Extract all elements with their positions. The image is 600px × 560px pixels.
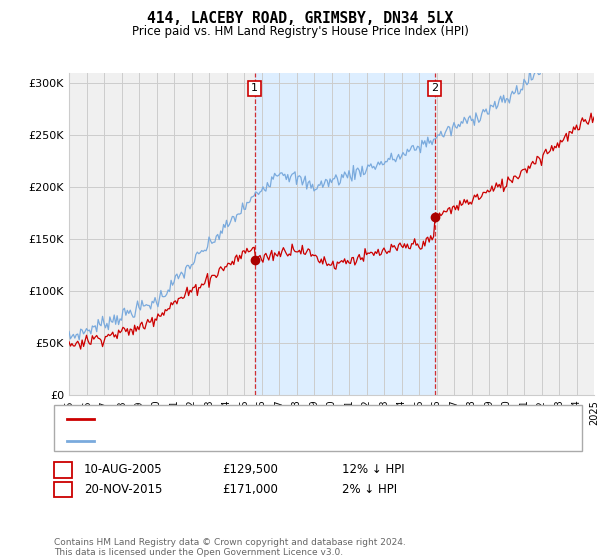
Text: 1: 1 (251, 83, 258, 94)
Text: HPI: Average price, detached house, North East Lincolnshire: HPI: Average price, detached house, Nort… (100, 436, 436, 446)
Text: Contains HM Land Registry data © Crown copyright and database right 2024.
This d: Contains HM Land Registry data © Crown c… (54, 538, 406, 557)
Text: 2% ↓ HPI: 2% ↓ HPI (342, 483, 397, 496)
Text: 1: 1 (59, 463, 67, 477)
Text: Price paid vs. HM Land Registry's House Price Index (HPI): Price paid vs. HM Land Registry's House … (131, 25, 469, 38)
Text: £171,000: £171,000 (222, 483, 278, 496)
Text: 2: 2 (431, 83, 439, 94)
Text: 20-NOV-2015: 20-NOV-2015 (84, 483, 163, 496)
Text: 2: 2 (59, 483, 67, 496)
Bar (254, 73, 435, 395)
Text: £129,500: £129,500 (222, 463, 278, 477)
Text: 414, LACEBY ROAD, GRIMSBY, DN34 5LX (detached house): 414, LACEBY ROAD, GRIMSBY, DN34 5LX (det… (100, 414, 428, 424)
Text: 10-AUG-2005: 10-AUG-2005 (84, 463, 163, 477)
Text: 12% ↓ HPI: 12% ↓ HPI (342, 463, 404, 477)
Text: 414, LACEBY ROAD, GRIMSBY, DN34 5LX: 414, LACEBY ROAD, GRIMSBY, DN34 5LX (147, 11, 453, 26)
